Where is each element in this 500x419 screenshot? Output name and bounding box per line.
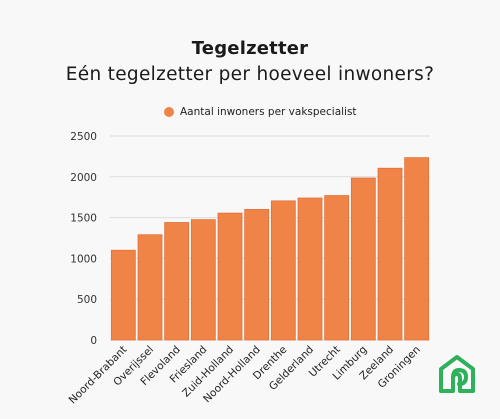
bar: [377, 167, 403, 341]
y-tick-label: 1000: [70, 253, 97, 265]
y-tick-label: 0: [90, 335, 97, 347]
bar: [324, 195, 350, 341]
bar: [270, 200, 296, 341]
house-logo-icon: [439, 355, 475, 393]
y-tick-label: 2000: [70, 172, 97, 184]
bar: [297, 197, 323, 341]
y-tick-label: 500: [77, 294, 97, 306]
bar: [110, 249, 136, 341]
bar: [190, 219, 216, 341]
legend: Aantal inwoners per vakspecialist: [164, 106, 357, 118]
bar: [164, 222, 190, 341]
y-tick-label: 2500: [70, 131, 97, 143]
bar: [404, 157, 430, 341]
bar: [350, 177, 376, 341]
bar: [217, 212, 243, 341]
chart-subtitle: Eén tegelzetter per hoeveel inwoners?: [65, 64, 435, 85]
bar: [137, 234, 163, 341]
legend-swatch: [164, 107, 174, 117]
y-tick-label: 1500: [70, 213, 97, 225]
bar: [244, 209, 270, 341]
chart-title: Tegelzetter: [191, 38, 309, 59]
legend-label: Aantal inwoners per vakspecialist: [180, 106, 357, 118]
